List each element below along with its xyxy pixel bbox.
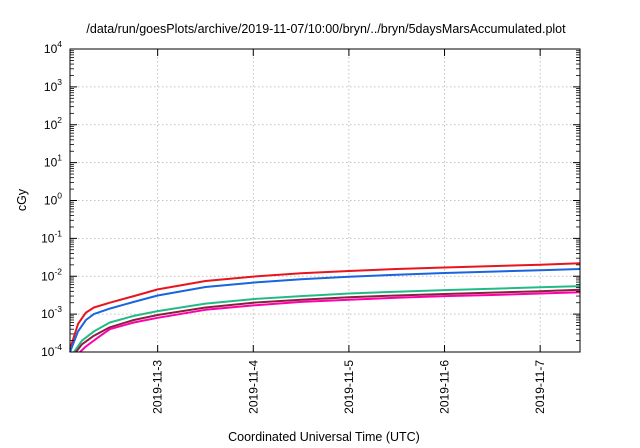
y-tick-label: 104 (44, 39, 62, 56)
y-tick-label: 10-1 (41, 228, 62, 245)
series-line-3 (73, 285, 581, 353)
grid-lines (70, 49, 580, 352)
x-tick-label: 2019-11-6 (438, 360, 452, 414)
y-tick-label: 103 (44, 77, 62, 94)
y-tick-label: 10-3 (41, 304, 62, 321)
series-line-2 (69, 268, 581, 353)
y-tick-label: 101 (44, 153, 62, 170)
x-axis-label: Coordinated Universal Time (UTC) (228, 430, 420, 444)
y-tick-label: 10-2 (41, 266, 62, 283)
y-tick-label: 100 (44, 191, 62, 208)
y-axis: 10-4 10-3 10-2 10-1 100 101 102 103 104 (41, 39, 580, 359)
x-tick-label: 2019-11-4 (246, 360, 260, 414)
chart-title: /data/run/goesPlots/archive/2019-11-07/1… (86, 22, 566, 36)
x-tick-label: 2019-11-7 (533, 360, 547, 414)
y-tick-label: 102 (44, 115, 62, 132)
series-line-4 (75, 288, 581, 353)
x-tick-label: 2019-11-3 (151, 360, 165, 414)
series-layer (69, 262, 581, 353)
y-tick-label: 10-4 (41, 342, 62, 359)
series-line-5 (79, 291, 581, 353)
y-axis-label: cGy (15, 188, 29, 211)
x-axis: 2019-11-3 2019-11-4 2019-11-5 2019-11-6 2019… (151, 49, 547, 414)
series-line-1 (69, 262, 581, 350)
x-tick-label: 2019-11-5 (342, 360, 356, 414)
